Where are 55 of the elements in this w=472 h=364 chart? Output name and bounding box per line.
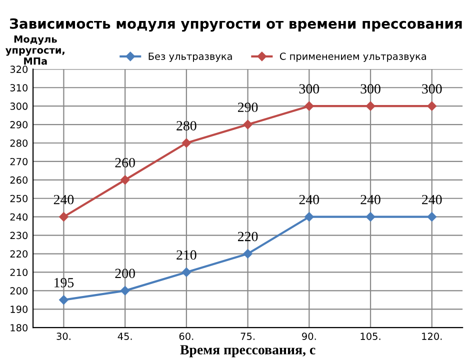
point	[59, 212, 68, 222]
point	[120, 175, 130, 185]
data-label: 210	[176, 250, 196, 260]
x-tick-label: 120.	[422, 332, 442, 340]
point	[182, 138, 192, 148]
point	[427, 212, 437, 222]
point	[304, 212, 314, 222]
y-tick-label: 310	[10, 84, 28, 92]
x-tick-label: 90.	[302, 332, 316, 340]
data-label: 195	[54, 278, 74, 288]
data-label: 240	[299, 194, 320, 204]
y-tick-label: 240	[10, 213, 28, 221]
data-label: 300	[299, 84, 320, 94]
y-tick-label: 190	[10, 306, 28, 313]
point	[182, 268, 192, 277]
data-label: 240	[54, 194, 74, 204]
y-tick-label: 250	[10, 194, 28, 202]
point	[59, 295, 68, 305]
x-tick-label: 60.	[179, 332, 194, 340]
y-tick-label: 300	[10, 102, 28, 110]
x-tick-label: 45.	[118, 332, 132, 340]
chart-title: Зависимость модуля упругости от времени прессования	[10, 18, 462, 32]
data-label: 240	[360, 194, 380, 204]
x-tick-label: 30.	[56, 332, 70, 340]
legend-label: С применением ультразвука	[280, 52, 426, 62]
data-label: 300	[360, 84, 380, 94]
point	[243, 120, 252, 130]
y-tick-label: 180	[10, 324, 28, 332]
y-axis-title: Модуль упругости, МПа	[6, 36, 64, 65]
y-tick-label: 230	[10, 232, 28, 240]
data-label: 260	[115, 158, 135, 168]
data-label: 220	[238, 232, 258, 242]
x-tick-label: 105.	[360, 332, 380, 340]
point	[304, 101, 314, 111]
data-label: 290	[238, 102, 258, 112]
point	[366, 212, 376, 222]
point	[120, 286, 130, 296]
data-label: 200	[115, 268, 135, 278]
y-tick-label: 220	[10, 250, 28, 258]
point	[243, 249, 252, 258]
y-tick-label: 200	[10, 287, 28, 295]
data-label: 280	[176, 121, 196, 130]
y-tick-label: 270	[10, 158, 28, 166]
y-tick-label: 320	[10, 66, 28, 73]
data-label: 300	[422, 84, 442, 94]
x-axis-title: Время прессования, с	[180, 345, 316, 358]
y-tick-label: 290	[10, 121, 28, 128]
legend-label: Без ультразвука	[148, 52, 232, 62]
data-label: 240	[422, 194, 442, 204]
y-tick-label: 280	[10, 139, 28, 147]
x-tick-label: 75.	[240, 332, 254, 340]
y-tick-label: 260	[10, 176, 28, 184]
y-tick-label: 210	[10, 268, 28, 276]
point	[366, 101, 376, 111]
point	[427, 101, 437, 111]
